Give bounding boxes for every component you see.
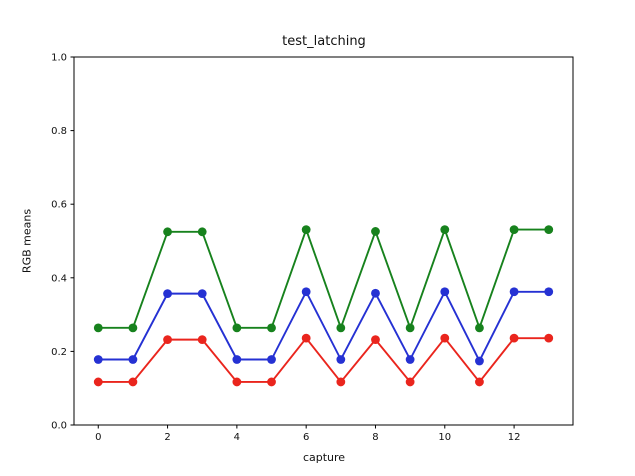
series-blue-mean-marker: [405, 355, 415, 364]
series-green-mean: [93, 225, 554, 333]
series-green-mean-line: [97, 228, 550, 329]
axes-frame: [73, 56, 574, 426]
series-blue-mean-marker: [301, 287, 311, 297]
series-red-mean-marker: [475, 377, 484, 387]
series-green-mean-marker: [544, 225, 554, 234]
series-blue-mean: [93, 287, 554, 366]
y-tick-label: 0.2: [51, 347, 67, 358]
series-red-mean: [93, 333, 554, 387]
series-red-mean-marker: [197, 335, 207, 345]
series-blue-mean-line: [97, 290, 550, 362]
x-tick-label: 10: [438, 432, 451, 443]
series-green-mean-marker: [440, 225, 450, 234]
series-blue-mean-marker: [267, 355, 276, 364]
series-green-mean-marker: [405, 323, 415, 333]
series-red-mean-marker: [232, 377, 242, 387]
y-axis: 0.0 0.2 0.4 0.6 0.8 1.0: [51, 53, 74, 432]
x-tick-label: 12: [508, 432, 521, 443]
x-tick-label: 2: [164, 432, 170, 443]
series-green-mean-marker: [232, 323, 242, 333]
series-red-mean-marker: [544, 333, 554, 343]
y-tick-label: 0.4: [51, 273, 67, 284]
x-axis-label: capture: [302, 451, 346, 464]
series-green-mean-marker: [475, 323, 484, 333]
series-blue-mean-marker: [232, 355, 242, 364]
series-red-mean-marker: [371, 335, 380, 345]
chart-title: test_latching: [282, 34, 366, 49]
series-green-mean-marker: [371, 227, 380, 236]
series-blue-mean-marker: [128, 355, 138, 364]
y-tick-label: 0.8: [51, 126, 67, 137]
x-tick-label: 8: [372, 432, 378, 443]
series-red-mean-marker: [301, 333, 311, 343]
series-green-mean-marker: [267, 323, 276, 333]
series-green-mean-marker: [163, 227, 172, 237]
series-blue-mean-marker: [544, 287, 554, 297]
series-blue-mean-marker: [197, 289, 207, 299]
series-blue-mean-marker: [475, 356, 484, 366]
series-red-mean-marker: [405, 377, 415, 387]
x-tick-label: 4: [234, 432, 240, 443]
series-green-mean-marker: [336, 323, 346, 333]
series-blue-mean-marker: [93, 355, 103, 364]
series-blue-mean-marker: [509, 287, 519, 297]
series-blue-mean-marker: [336, 355, 346, 364]
series-red-mean-marker: [509, 333, 519, 343]
series-red-mean-line: [97, 337, 550, 383]
y-tick-label: 0.0: [51, 421, 67, 432]
series-green-mean-marker: [509, 225, 519, 234]
series-blue-mean-marker: [371, 288, 380, 298]
series-red-mean-marker: [336, 377, 346, 387]
x-axis: 0 2 4 6 8 10 12: [95, 425, 520, 443]
y-tick-label: 1.0: [51, 53, 67, 64]
series-red-mean-marker: [128, 377, 138, 387]
series-green-mean-marker: [93, 323, 103, 333]
series-red-mean-marker: [93, 377, 103, 387]
y-axis-label: RGB means: [20, 208, 34, 274]
y-tick-label: 0.6: [51, 200, 67, 211]
series-red-mean-marker: [163, 335, 172, 345]
series-red-mean-marker: [440, 333, 450, 343]
series-green-mean-marker: [128, 323, 138, 333]
x-tick-label: 0: [95, 432, 101, 443]
series-blue-mean-marker: [440, 287, 450, 297]
series-green-mean-marker: [301, 225, 311, 234]
series-green-mean-marker: [197, 227, 207, 237]
series-red-mean-marker: [267, 377, 276, 387]
series-blue-mean-marker: [163, 289, 172, 299]
x-tick-label: 6: [303, 432, 309, 443]
